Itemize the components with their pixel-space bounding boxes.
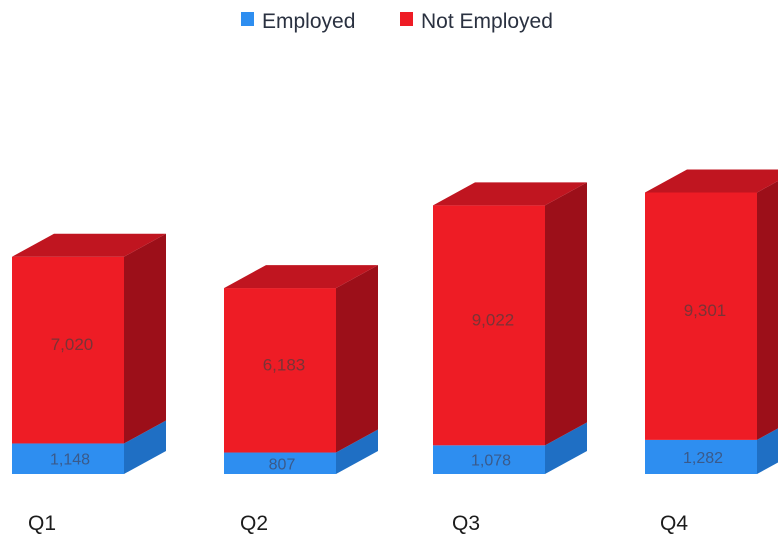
category-label-q2: Q2 [240,512,268,535]
category-label-q3: Q3 [452,512,480,535]
legend-label-not-employed: Not Employed [421,10,553,33]
bar-side-not-employed-q1 [124,234,166,444]
legend-label-employed: Employed [262,10,355,33]
category-labels: Q1 Q2 Q3 Q4 [28,512,688,535]
bar-side-not-employed-q3 [545,182,587,445]
value-label-not-employed-q1: 7,020 [51,335,94,354]
bar-side-not-employed-q2 [336,265,378,452]
category-label-q1: Q1 [28,512,56,535]
legend-swatch-employed [241,12,254,26]
value-label-not-employed-q4: 9,301 [684,301,727,320]
category-label-q4: Q4 [660,512,688,535]
value-label-employed-q2: 807 [269,456,296,473]
legend: Employed Not Employed [241,10,553,33]
value-label-not-employed-q3: 9,022 [472,310,515,329]
legend-item-employed: Employed [241,10,355,33]
value-label-employed-q4: 1,282 [683,450,723,467]
value-label-not-employed-q2: 6,183 [263,355,306,374]
bars-group: 7,020 1,148 6,183 807 9,022 1,078 9,301 1,282 [12,169,778,474]
legend-item-not-employed: Not Employed [400,10,553,33]
value-label-employed-q1: 1,148 [50,452,90,469]
value-label-employed-q3: 1,078 [471,453,511,470]
legend-swatch-not-employed [400,12,413,26]
bar-top-not-employed-q4 [645,169,778,192]
bar-side-not-employed-q4 [757,169,778,439]
